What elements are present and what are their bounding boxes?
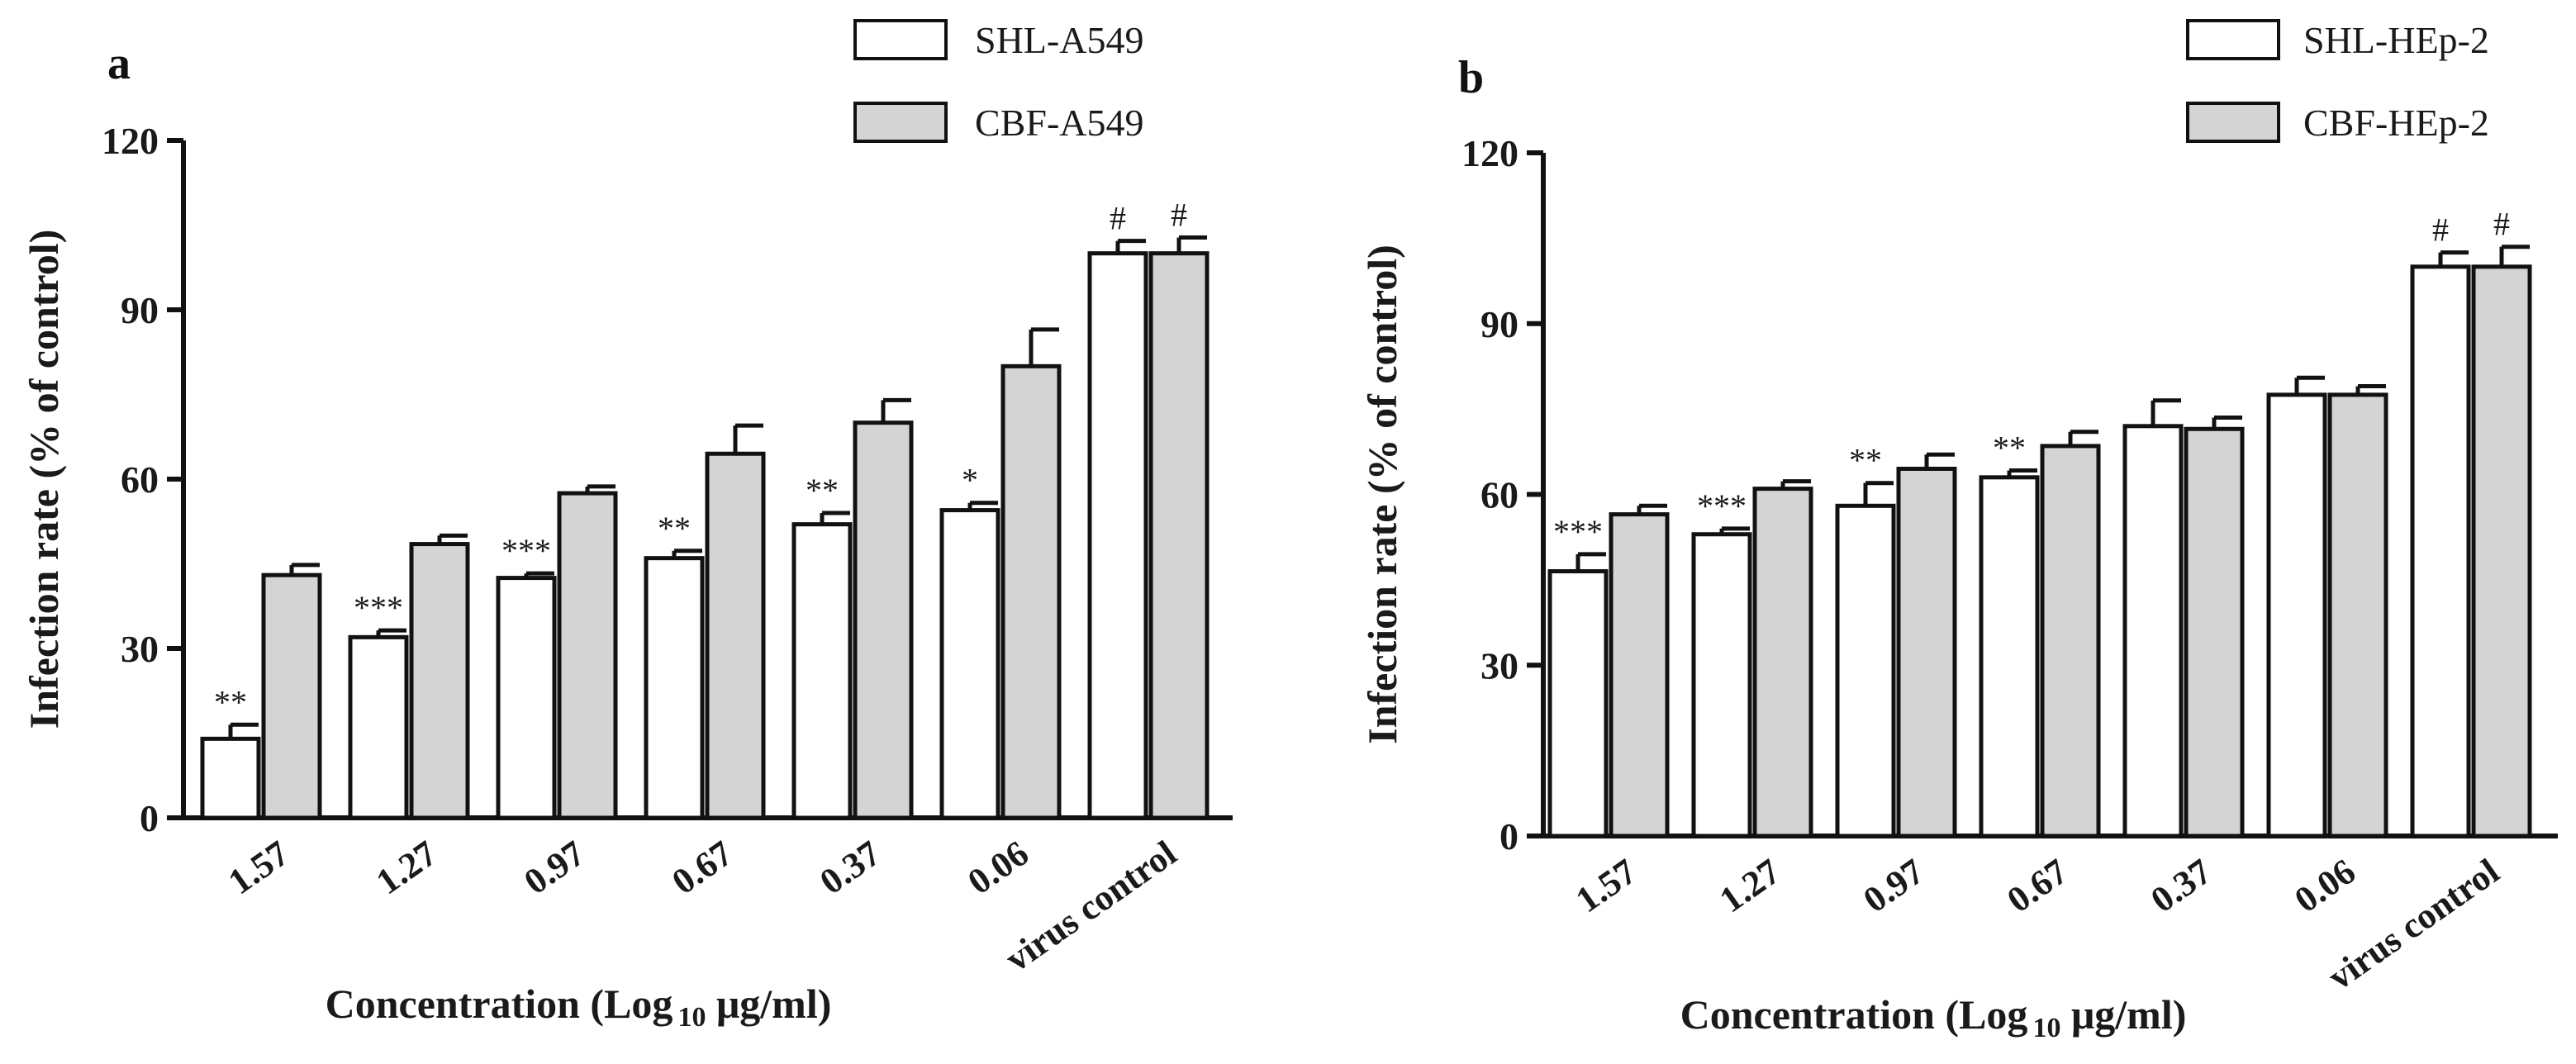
bar [2266,392,2327,838]
bar [2410,264,2471,838]
y-tick-label: 90 [1480,303,1519,345]
significance-label: ** [1849,442,1882,479]
y-tick-label: 60 [121,458,159,501]
legend-swatch [853,19,948,60]
bar [1547,569,1609,838]
x-tick-label: 0.97 [1856,851,1932,920]
x-tick-label: 0.06 [2288,851,2363,920]
x-tick-label: 0.67 [2000,851,2075,920]
y-tick-label: 90 [121,289,159,331]
legend-label: SHL-A549 [975,19,1143,61]
significance-label: ** [214,683,247,720]
y-tick-label: 120 [102,120,159,162]
significance-label: * [962,462,978,499]
significance-label: ** [658,510,691,547]
bar [1000,363,1062,820]
x-tick-label: 1.27 [369,833,444,902]
y-axis-title: Infection rate (% of control) [1359,245,1405,743]
x-tick-label: 0.37 [813,833,888,902]
x-axis-title: Concentration (Log 10 μg/ml) [326,981,832,1033]
y-tick-label: 0 [1499,815,1519,857]
bar [705,451,766,820]
significance-label: *** [354,589,403,626]
bar [200,736,261,820]
bar [791,522,853,820]
y-tick-label: 120 [1461,132,1519,174]
x-axis-title-main: Concentration (Log [1680,991,2028,1038]
bar [1979,475,2040,838]
legend-label: SHL-HEp-2 [2303,19,2489,61]
bar [348,634,409,820]
bar [853,420,914,820]
y-axis-title: Infection rate (% of control) [21,230,67,729]
significance-label: *** [501,532,551,569]
legend-swatch [853,102,948,143]
y-tick-label: 30 [121,628,159,670]
bar [2327,392,2388,838]
bar [1087,251,1148,820]
y-tick-label: 0 [140,797,159,839]
bar [1752,487,1813,838]
bar [939,508,1000,820]
bar [1609,512,1670,838]
bar [644,556,705,820]
panel-b: b 0 30 60 90 120 Infection rate (% of control)… [1359,19,2558,1043]
x-tick-label: 0.06 [961,833,1036,902]
bar [1148,251,1210,820]
bar [1691,532,1752,838]
x-axis-title-main: Concentration (Log [326,981,673,1027]
legend-label: CBF-A549 [975,102,1143,144]
significance-label: # [2432,211,2449,249]
bar [261,572,322,820]
x-tick-label: 0.67 [665,833,740,902]
x-axis-title: Concentration (Log 10 μg/ml) [1680,991,2187,1043]
legend-swatch [2186,102,2280,143]
bar [2122,424,2184,838]
bar [557,491,618,820]
legend-label: CBF-HEp-2 [2303,102,2489,144]
panel-a: a 0 30 60 90 120 Infection rate (% of control)… [21,19,1233,1033]
x-tick-label: 1.57 [1569,851,1644,920]
x-axis-title-tail: μg/ml) [706,981,831,1027]
x-tick-label: 1.27 [1713,851,1788,920]
significance-label: ** [806,472,839,509]
significance-label: *** [1697,487,1747,525]
y-tick-label: 60 [1480,474,1519,516]
x-tick-label: 0.37 [2144,851,2219,920]
x-tick-label: 0.97 [517,833,592,902]
bar [2184,426,2245,838]
legend-swatch [2186,19,2280,60]
significance-label: ** [1993,430,2026,467]
panel-label: b [1458,52,1484,103]
bar [2471,264,2532,838]
bar [496,576,557,820]
x-tick-label: 1.57 [221,833,297,902]
significance-label: *** [1553,513,1603,550]
x-axis-title-subscript: 10 [2032,1013,2060,1043]
bar [1835,503,1896,838]
y-tick-label: 30 [1480,644,1519,686]
significance-label: # [2493,206,2510,243]
bar [409,542,470,820]
x-axis-title-tail: μg/ml) [2060,991,2186,1038]
significance-label: # [1171,197,1187,234]
bar [2040,444,2101,838]
panel-label: a [107,38,131,89]
bar [1896,466,1957,838]
significance-label: # [1110,200,1126,237]
x-axis-title-subscript: 10 [677,1002,706,1033]
